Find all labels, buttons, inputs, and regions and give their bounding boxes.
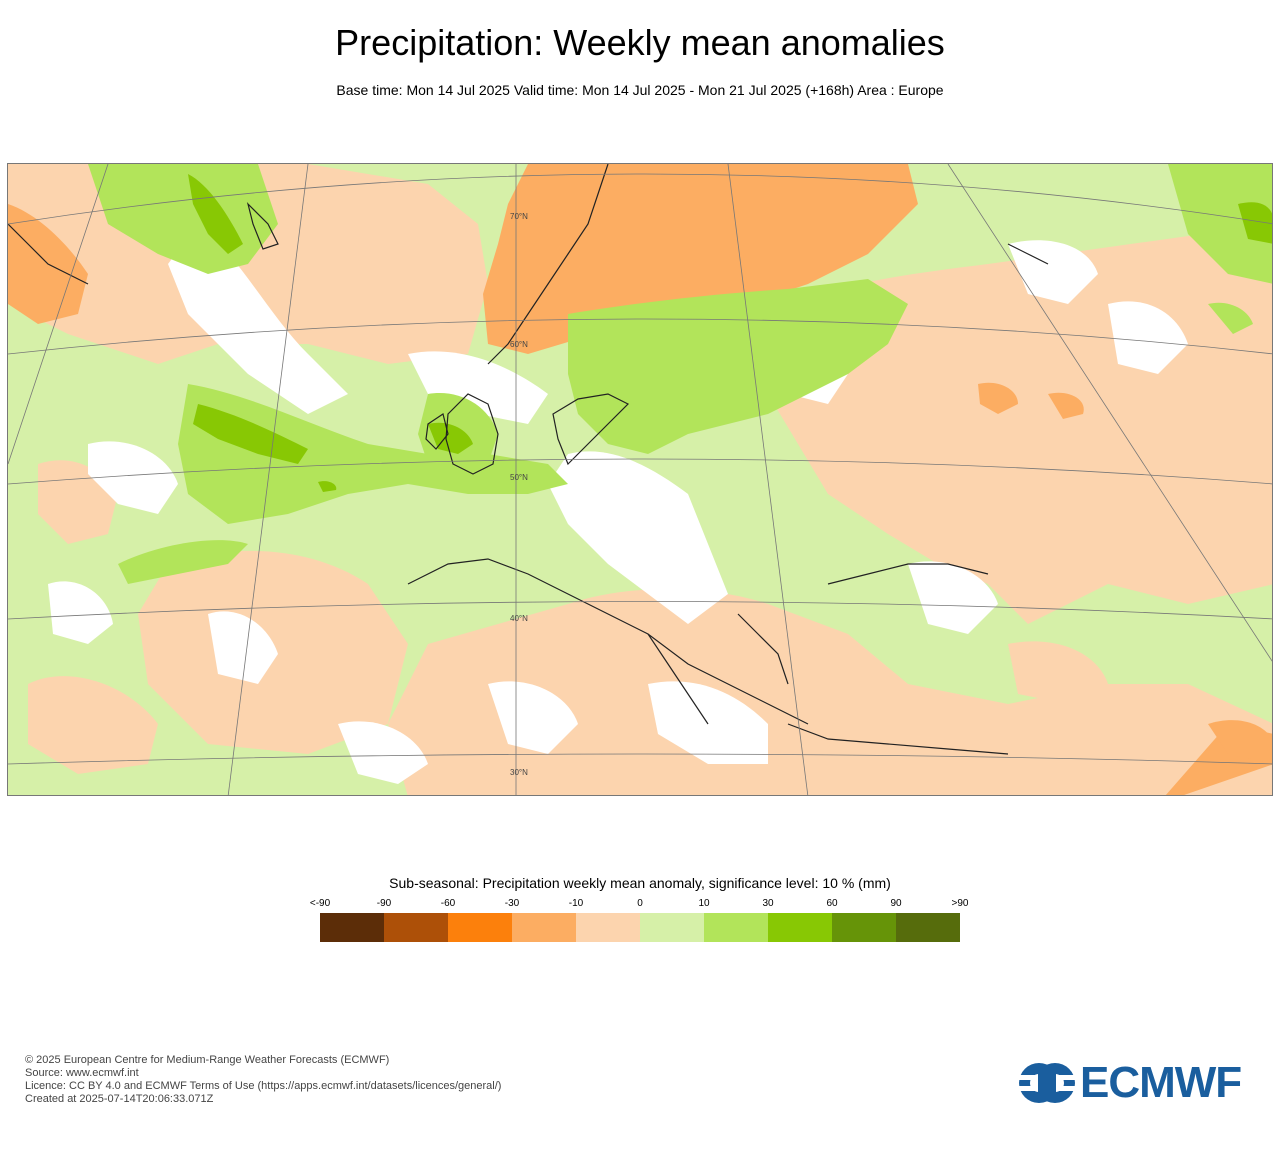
- legend-swatch: [896, 913, 960, 942]
- footer-licence: Licence: CC BY 4.0 and ECMWF Terms of Us…: [25, 1080, 502, 1092]
- legend-swatch: [704, 913, 768, 942]
- legend-tick-label: -60: [440, 898, 456, 909]
- lat-label-40: 40°N: [510, 614, 528, 623]
- legend-tick-label: 30: [762, 898, 774, 909]
- lat-label-60: 60°N: [510, 340, 528, 349]
- legend-swatch: [512, 913, 576, 942]
- legend-swatch: [832, 913, 896, 942]
- legend-swatch: [768, 913, 832, 942]
- legend-tick-label: 10: [698, 898, 710, 909]
- legend-ticks: <-90 -90 -60 -30 -10 0 10 30 60 90 >90: [310, 898, 969, 910]
- legend-tick-label: -90: [376, 898, 392, 909]
- legend-swatch: [576, 913, 640, 942]
- ecmwf-logo-text: ECMWF: [1080, 1058, 1242, 1107]
- legend-title: Sub-seasonal: Precipitation weekly mean …: [389, 875, 891, 891]
- anomaly-map: 70°N 60°N 50°N 40°N 30°N: [7, 163, 1273, 796]
- footer-copyright: © 2025 European Centre for Medium-Range …: [25, 1054, 390, 1066]
- footer-source: Source: www.ecmwf.int: [25, 1067, 139, 1079]
- latitude-labels: 70°N 60°N 50°N 40°N 30°N: [510, 212, 528, 777]
- coastlines: [8, 164, 1049, 755]
- lat-label-30: 30°N: [510, 768, 528, 777]
- legend-tick-label: >90: [951, 898, 969, 909]
- legend-colorbar: [320, 913, 960, 942]
- strong-positive-regions: [188, 174, 1272, 492]
- lat-label-70: 70°N: [510, 212, 528, 221]
- legend-swatch: [320, 913, 384, 942]
- legend-tick-label: 0: [637, 898, 643, 909]
- legend-swatch: [640, 913, 704, 942]
- footer-credits: © 2025 European Centre for Medium-Range …: [25, 1054, 501, 1106]
- chart-subtitle: Base time: Mon 14 Jul 2025 Valid time: M…: [336, 82, 944, 98]
- legend-swatch: [448, 913, 512, 942]
- ecmwf-logo-icon: [1018, 1063, 1076, 1103]
- footer-created: Created at 2025-07-14T20:06:33.071Z: [25, 1093, 214, 1105]
- graticule: [8, 164, 1272, 795]
- legend-tick-label: -30: [504, 898, 520, 909]
- lat-label-50: 50°N: [510, 473, 528, 482]
- legend-tick-label: 90: [890, 898, 902, 909]
- legend-tick-label: -10: [568, 898, 584, 909]
- legend-tick-label: <-90: [309, 898, 331, 909]
- chart-title: Precipitation: Weekly mean anomalies: [335, 22, 945, 63]
- legend-swatch: [384, 913, 448, 942]
- ecmwf-logo: ECMWF: [1018, 1058, 1242, 1108]
- legend-tick-label: 60: [826, 898, 838, 909]
